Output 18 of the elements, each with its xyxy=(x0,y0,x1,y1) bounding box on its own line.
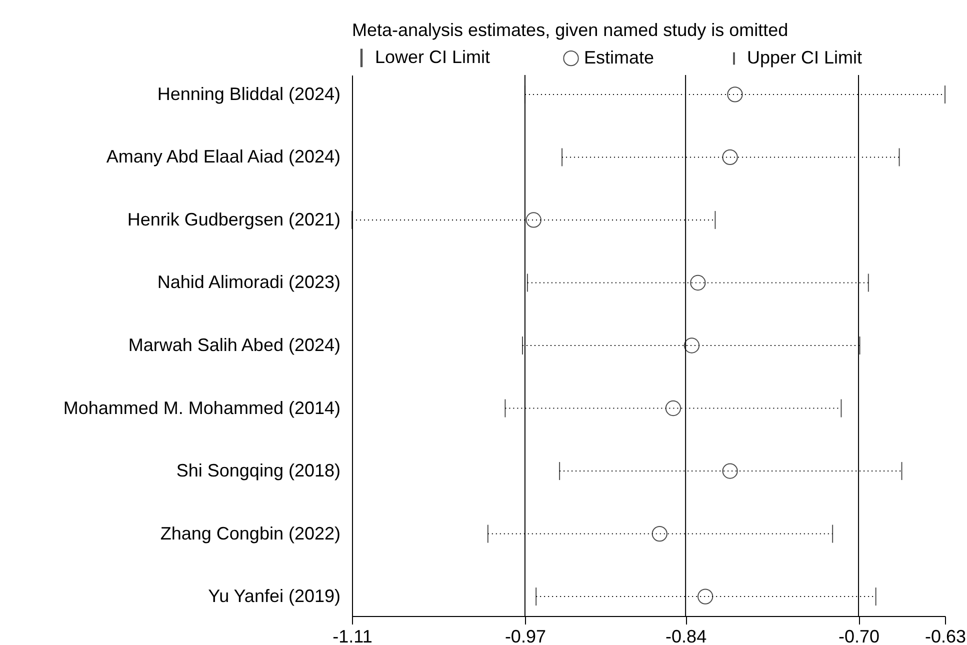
y-tick-label: Nahid Alimoradi (2023) xyxy=(157,272,340,292)
x-tick-label: -1.11 xyxy=(332,626,372,645)
y-tick-label: Mohammed M. Mohammed (2014) xyxy=(63,398,340,418)
y-tick-label: Amany Abd Elaal Aiad (2024) xyxy=(106,146,340,167)
x-tick-label: -0.70 xyxy=(838,626,880,645)
y-tick-label: Henrik Gudbergsen (2021) xyxy=(127,209,340,230)
y-tick-label: Marwah Salih Abed (2024) xyxy=(128,335,340,355)
y-tick-label: Shi Songqing (2018) xyxy=(176,460,340,481)
text: Lower CI Limit xyxy=(375,46,490,67)
x-tick-label: -0.97 xyxy=(504,626,546,645)
y-tick-label: Yu Yanfei (2019) xyxy=(208,586,340,606)
x-tick-label: -0.63 xyxy=(924,626,966,645)
text: Upper CI Limit xyxy=(747,48,862,68)
legend-label: Estimate xyxy=(584,47,654,68)
y-tick-label: Zhang Congbin (2022) xyxy=(160,523,340,544)
chart-title: Meta-analysis estimates, given named study is omitted xyxy=(352,20,788,40)
x-tick-label: -0.84 xyxy=(666,626,707,645)
y-tick-label: Henning Bliddal (2024) xyxy=(157,84,340,104)
